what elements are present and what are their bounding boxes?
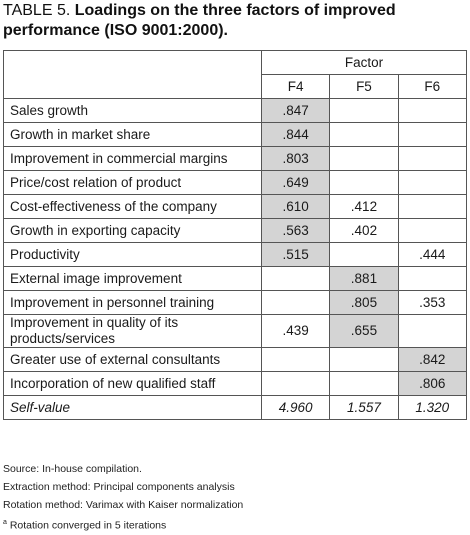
- loading-cell: [329, 371, 399, 396]
- row-label: Improvement in personnel training: [3, 290, 262, 315]
- loading-cell: [397, 170, 467, 195]
- loading-cell: .805: [329, 290, 399, 315]
- self-value-row: Self-value 4.960 1.557 1.320: [3, 395, 467, 420]
- loading-cell: .881: [329, 266, 399, 291]
- note-rotation: Rotation method: Varimax with Kaiser nor…: [3, 499, 244, 511]
- row-label: Price/cost relation of product: [3, 170, 262, 195]
- row-label: Incorporation of new qualified staff: [3, 371, 262, 396]
- table-row: Sales growth .847: [3, 98, 467, 123]
- loading-cell: [397, 98, 467, 123]
- table-row: Improvement in commercial margins .803: [3, 146, 467, 171]
- factor-group-header: Factor: [261, 50, 467, 75]
- table-row: Incorporation of new qualified staff .806: [3, 371, 467, 396]
- loading-cell: .844: [260, 122, 331, 147]
- loading-cell: .402: [329, 218, 399, 243]
- loading-cell: .563: [260, 218, 331, 243]
- loading-cell: [397, 146, 467, 171]
- loading-cell: [260, 371, 331, 396]
- self-value-cell: 1.320: [397, 395, 467, 420]
- header-row-group: Factor: [3, 50, 467, 99]
- row-label: Improvement in commercial margins: [3, 146, 262, 171]
- row-label: Improvement in quality of its products/s…: [3, 314, 262, 348]
- table-caption: TABLE 5. Loadings on the three factors o…: [3, 1, 465, 41]
- note-converged: a Rotation converged in 5 iterations: [3, 514, 465, 535]
- table-notes: Source: In-house compilation. Extraction…: [3, 460, 465, 535]
- table-row: Growth in exporting capacity .563.402: [3, 218, 467, 243]
- loading-cell: [329, 347, 399, 372]
- table-row: Growth in market share .844: [3, 122, 467, 147]
- loading-cell: .353: [397, 290, 467, 315]
- loading-cell: [329, 122, 399, 147]
- loading-cell: .515: [260, 242, 331, 267]
- loading-cell: [329, 242, 399, 267]
- table-row: Price/cost relation of product .649: [3, 170, 467, 195]
- table-row: Productivity .515 .444: [3, 242, 467, 267]
- loading-cell: .439: [260, 314, 331, 348]
- note-extraction: Extraction method: Principal components …: [3, 481, 235, 493]
- note-marker: a: [3, 519, 7, 526]
- row-label: Sales growth: [3, 98, 262, 123]
- loading-cell: .847: [260, 98, 331, 123]
- self-value-label: Self-value: [3, 395, 262, 420]
- loading-cell: [397, 194, 467, 219]
- table-row: External image improvement .881: [3, 266, 467, 291]
- header-blank-cell: [3, 50, 262, 99]
- note-source: Source: In-house compilation.: [3, 463, 142, 475]
- loading-cell: .803: [260, 146, 331, 171]
- loading-cell: .444: [397, 242, 467, 267]
- loading-cell: [397, 122, 467, 147]
- column-header-f5: F5: [329, 74, 399, 99]
- loading-cell: [260, 290, 331, 315]
- column-header-f4: F4: [260, 74, 331, 99]
- row-label: Growth in market share: [3, 122, 262, 147]
- table-title: Loadings on the three factors of improve…: [3, 2, 396, 39]
- table-number: TABLE 5.: [3, 2, 71, 19]
- loading-cell: [260, 347, 331, 372]
- loading-cell: .610: [260, 194, 331, 219]
- loading-cell: .649: [260, 170, 331, 195]
- loading-cell: .842: [397, 347, 467, 372]
- row-label: Greater use of external consultants: [3, 347, 262, 372]
- column-header-f6: F6: [397, 74, 467, 99]
- loading-cell: [397, 266, 467, 291]
- loading-cell: [260, 266, 331, 291]
- note-converged-text: Rotation converged in 5 iterations: [9, 519, 167, 532]
- loadings-table: Factor F4 F5 F6 Sales growth .847 Growth i…: [3, 50, 467, 420]
- row-label: External image improvement: [3, 266, 262, 291]
- table-row: Improvement in quality of its products/s…: [3, 314, 467, 348]
- table-row: Improvement in personnel training .805.35…: [3, 290, 467, 315]
- row-label: Productivity: [3, 242, 262, 267]
- table-row: Greater use of external consultants .842: [3, 347, 467, 372]
- loading-cell: [329, 98, 399, 123]
- self-value-cell: 4.960: [260, 395, 331, 420]
- loading-cell: .655: [329, 314, 399, 348]
- row-label: Cost-effectiveness of the company: [3, 194, 262, 219]
- self-value-cell: 1.557: [329, 395, 399, 420]
- loading-cell: [397, 314, 467, 348]
- loading-cell: [329, 170, 399, 195]
- loading-cell: .412: [329, 194, 399, 219]
- row-label: Growth in exporting capacity: [3, 218, 262, 243]
- loading-cell: .806: [397, 371, 467, 396]
- loading-cell: [397, 218, 467, 243]
- table-row: Cost-effectiveness of the company .610.41…: [3, 194, 467, 219]
- header-row-columns: F4 F5 F6: [4, 74, 467, 99]
- loading-cell: [329, 146, 399, 171]
